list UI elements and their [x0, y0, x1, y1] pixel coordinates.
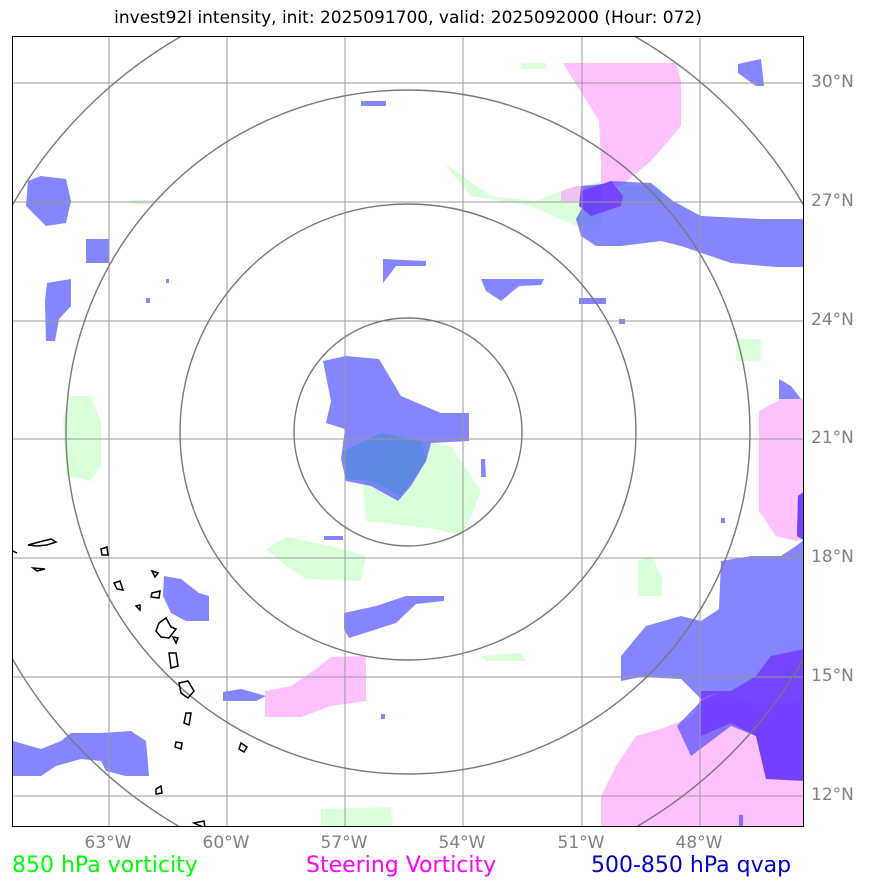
lat-label-21n: 21°N	[811, 428, 854, 448]
qvap-vorticity-overlap	[343, 433, 426, 496]
range-rings	[13, 37, 803, 826]
vorticity-850-layer	[63, 63, 761, 826]
legend-steering-vorticity: Steering Vorticity	[306, 853, 497, 878]
lon-label-51w: 51°W	[557, 833, 605, 853]
overlap-layer	[579, 181, 803, 781]
lat-label-18n: 18°N	[811, 547, 854, 567]
coastlines	[13, 538, 249, 826]
lon-label-63w: 63°W	[84, 833, 132, 853]
lat-label-12n: 12°N	[811, 785, 854, 805]
lon-label-54w: 54°W	[438, 833, 486, 853]
lat-label-24n: 24°N	[811, 310, 854, 330]
lon-label-60w: 60°W	[202, 833, 250, 853]
lat-label-27n: 27°N	[811, 191, 854, 211]
lat-label-30n: 30°N	[811, 72, 854, 92]
lon-label-48w: 48°W	[675, 833, 723, 853]
lat-label-15n: 15°N	[811, 666, 854, 686]
map-canvas	[13, 37, 803, 826]
grid-lines	[13, 37, 803, 826]
map-title: invest92l intensity, init: 2025091700, v…	[114, 8, 702, 28]
map-area[interactable]	[12, 36, 804, 827]
legend-qvap: 500-850 hPa qvap	[591, 853, 792, 878]
lon-label-57w: 57°W	[320, 833, 368, 853]
legend-850-vorticity: 850 hPa vorticity	[12, 853, 198, 878]
